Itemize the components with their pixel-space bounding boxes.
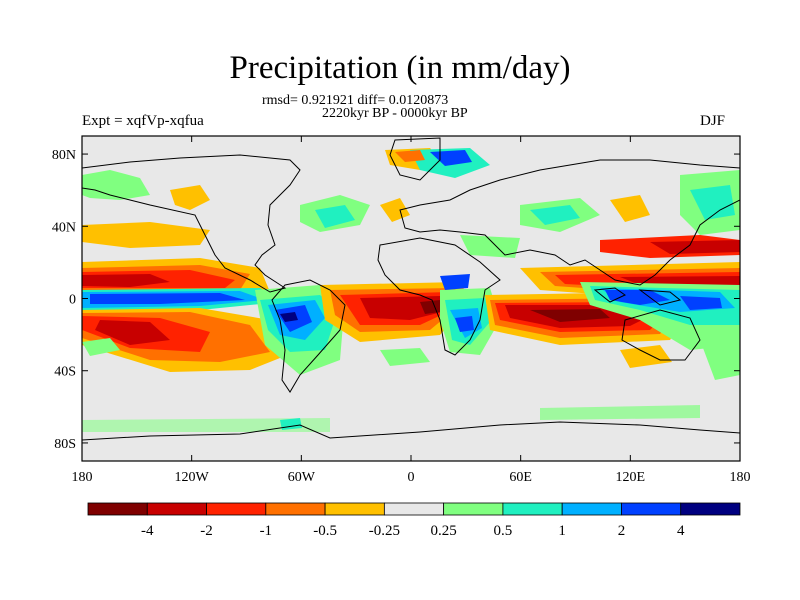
colorbar-label: 1: [558, 523, 566, 539]
anomaly-patch: [455, 316, 474, 332]
colorbar-swatch: [206, 502, 267, 516]
colorbar-label: -4: [141, 523, 154, 539]
x-tick-label: 60W: [288, 470, 316, 485]
x-tick-label: 120W: [175, 470, 210, 485]
colorbar-label: -0.5: [313, 523, 337, 539]
anomaly-patch: [620, 345, 672, 368]
axis-ticks: 180 120W 60W 0 60E 120E 180 80N 40N 0 40S 80S: [52, 136, 751, 485]
anomaly-patch: [380, 348, 430, 366]
anomaly-patch: [650, 240, 740, 254]
colorbar-swatch: [680, 502, 741, 516]
anomaly-patch: [690, 185, 735, 220]
colorbar-swatch: [443, 502, 504, 516]
chart-title: Precipitation (in mm/day): [229, 50, 571, 86]
anomaly-patch: [420, 300, 440, 314]
anomaly-patch: [82, 418, 330, 432]
colorbar-label: 0.5: [494, 523, 513, 539]
y-tick-label: 80N: [52, 148, 76, 163]
x-tick-label: 180: [730, 470, 751, 485]
anomaly-patch: [82, 222, 210, 248]
x-tick-label: 0: [408, 470, 415, 485]
colorbar-swatch: [561, 502, 622, 516]
anomaly-patch: [82, 170, 150, 200]
anomaly-patch: [680, 296, 722, 310]
anomaly-field: [82, 148, 740, 432]
y-tick-label: 80S: [54, 437, 76, 452]
anomaly-patch: [82, 274, 170, 287]
anomaly-patch: [700, 336, 740, 380]
colorbar-label: -2: [200, 523, 213, 539]
anomaly-patch: [315, 205, 355, 228]
colorbar-swatch: [146, 502, 207, 516]
anomaly-patch: [380, 198, 410, 222]
period-subtitle: 2220kyr BP - 0000kyr BP: [322, 106, 468, 121]
experiment-label: Expt = xqfVp-xqfua: [82, 113, 204, 129]
colorbar-swatch: [87, 502, 148, 516]
colorbar-label: -1: [260, 523, 273, 539]
stats-subtitle: rmsd= 0.921921 diff= 0.0120873: [262, 93, 449, 108]
anomaly-patch: [605, 290, 670, 305]
y-tick-label: 40S: [54, 365, 76, 380]
colorbar-label: 0.25: [431, 523, 457, 539]
anomaly-patch: [610, 195, 650, 222]
x-tick-label: 120E: [616, 470, 646, 485]
colorbar-swatch: [383, 502, 445, 516]
coastline-maritime: [593, 287, 682, 306]
anomaly-patch: [280, 418, 302, 430]
colorbar-label: 4: [677, 523, 685, 539]
y-tick-label: 0: [69, 293, 76, 308]
coastline-africa: [377, 237, 501, 356]
anomaly-patch: [395, 150, 425, 162]
anomaly-patch: [460, 235, 520, 258]
x-tick-label: 180: [72, 470, 93, 485]
colorbar-swatch: [621, 502, 682, 516]
colorbar-label: -0.25: [369, 523, 400, 539]
coastline-australia: [621, 309, 701, 361]
anomaly-patch: [170, 185, 210, 210]
x-tick-label: 60E: [509, 470, 532, 485]
anomaly-patch: [90, 293, 245, 304]
coastline-south-america: [271, 279, 346, 393]
colorbar-swatch: [324, 502, 385, 516]
season-label: DJF: [700, 113, 726, 129]
coastline-antarctica: [82, 421, 740, 441]
coastlines: [82, 137, 740, 441]
colorbar-label: 2: [618, 523, 626, 539]
y-tick-label: 40N: [52, 220, 76, 235]
anomaly-patch: [280, 312, 298, 322]
anomaly-patch: [530, 205, 580, 225]
colorbar: -4 -2 -1 -0.5 -0.25 0.25 0.5 1 2 4: [87, 502, 741, 539]
colorbar-swatch: [502, 502, 563, 516]
coastline-eurasia: [399, 159, 740, 286]
coastline-greenland: [389, 137, 441, 181]
colorbar-swatch: [265, 502, 326, 516]
anomaly-patch: [95, 320, 170, 345]
anomaly-patch: [440, 274, 470, 290]
coastline-north-america: [82, 154, 301, 293]
anomaly-patch: [530, 309, 610, 322]
anomaly-patch: [540, 405, 700, 420]
anomaly-patch: [82, 338, 120, 356]
